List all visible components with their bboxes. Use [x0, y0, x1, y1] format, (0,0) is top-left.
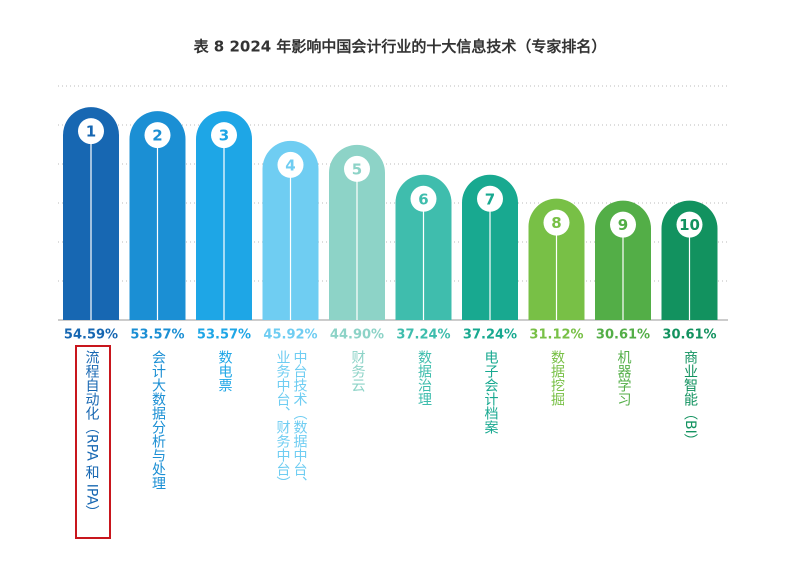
- rank-label: 2: [152, 127, 162, 145]
- rank-label: 5: [352, 160, 362, 178]
- category-label: 数据治理: [416, 350, 432, 406]
- category-label: 电子会计档案: [482, 350, 499, 434]
- rank-badge: [211, 122, 237, 149]
- rank-badge: [344, 155, 370, 182]
- rank-badge: [410, 185, 437, 212]
- highlight-box: [75, 345, 111, 539]
- rank-badge: [676, 211, 703, 238]
- value-label: 45.92%: [263, 328, 317, 343]
- category-label: 财务云: [349, 350, 366, 392]
- value-label: 30.61%: [662, 328, 716, 343]
- value-label: 44.90%: [330, 328, 384, 343]
- value-label: 53.57%: [197, 328, 251, 343]
- rank-badge: [477, 185, 503, 212]
- rank-badge: [277, 151, 304, 178]
- category-label: 中台技术（数据中台、业务中台、财务中台）: [274, 350, 308, 490]
- value-label: 30.61%: [596, 328, 650, 343]
- rank-badge: [543, 209, 570, 236]
- value-label: 54.59%: [64, 328, 118, 343]
- rank-label: 1: [86, 123, 96, 141]
- category-label: 数电票: [216, 350, 233, 392]
- rank-label: 10: [679, 216, 700, 234]
- category-label: 流程自动化（RPA 和 IPA）: [83, 350, 100, 520]
- rank-label: 6: [418, 190, 428, 208]
- rank-badge: [144, 122, 171, 149]
- rank-badge: [610, 211, 636, 238]
- category-label: 数据挖掘: [549, 350, 565, 406]
- rank-badge: [78, 118, 104, 145]
- rank-label: 7: [485, 190, 495, 208]
- rank-label: 4: [285, 156, 295, 174]
- rank-label: 8: [551, 214, 561, 232]
- category-label: 商业智能（BI）: [682, 350, 698, 448]
- category-label: 机器学习: [615, 350, 632, 406]
- rank-label: 3: [219, 127, 229, 145]
- value-label: 37.24%: [396, 328, 450, 343]
- value-label: 37.24%: [463, 328, 517, 343]
- chart-title: 表 8 2024 年影响中国会计行业的十大信息技术（专家排名）: [194, 38, 607, 56]
- rank-label: 9: [618, 216, 628, 234]
- value-label: 31.12%: [529, 328, 583, 343]
- value-label: 53.57%: [130, 328, 184, 343]
- category-label: 会计大数据分析与处理: [150, 350, 166, 490]
